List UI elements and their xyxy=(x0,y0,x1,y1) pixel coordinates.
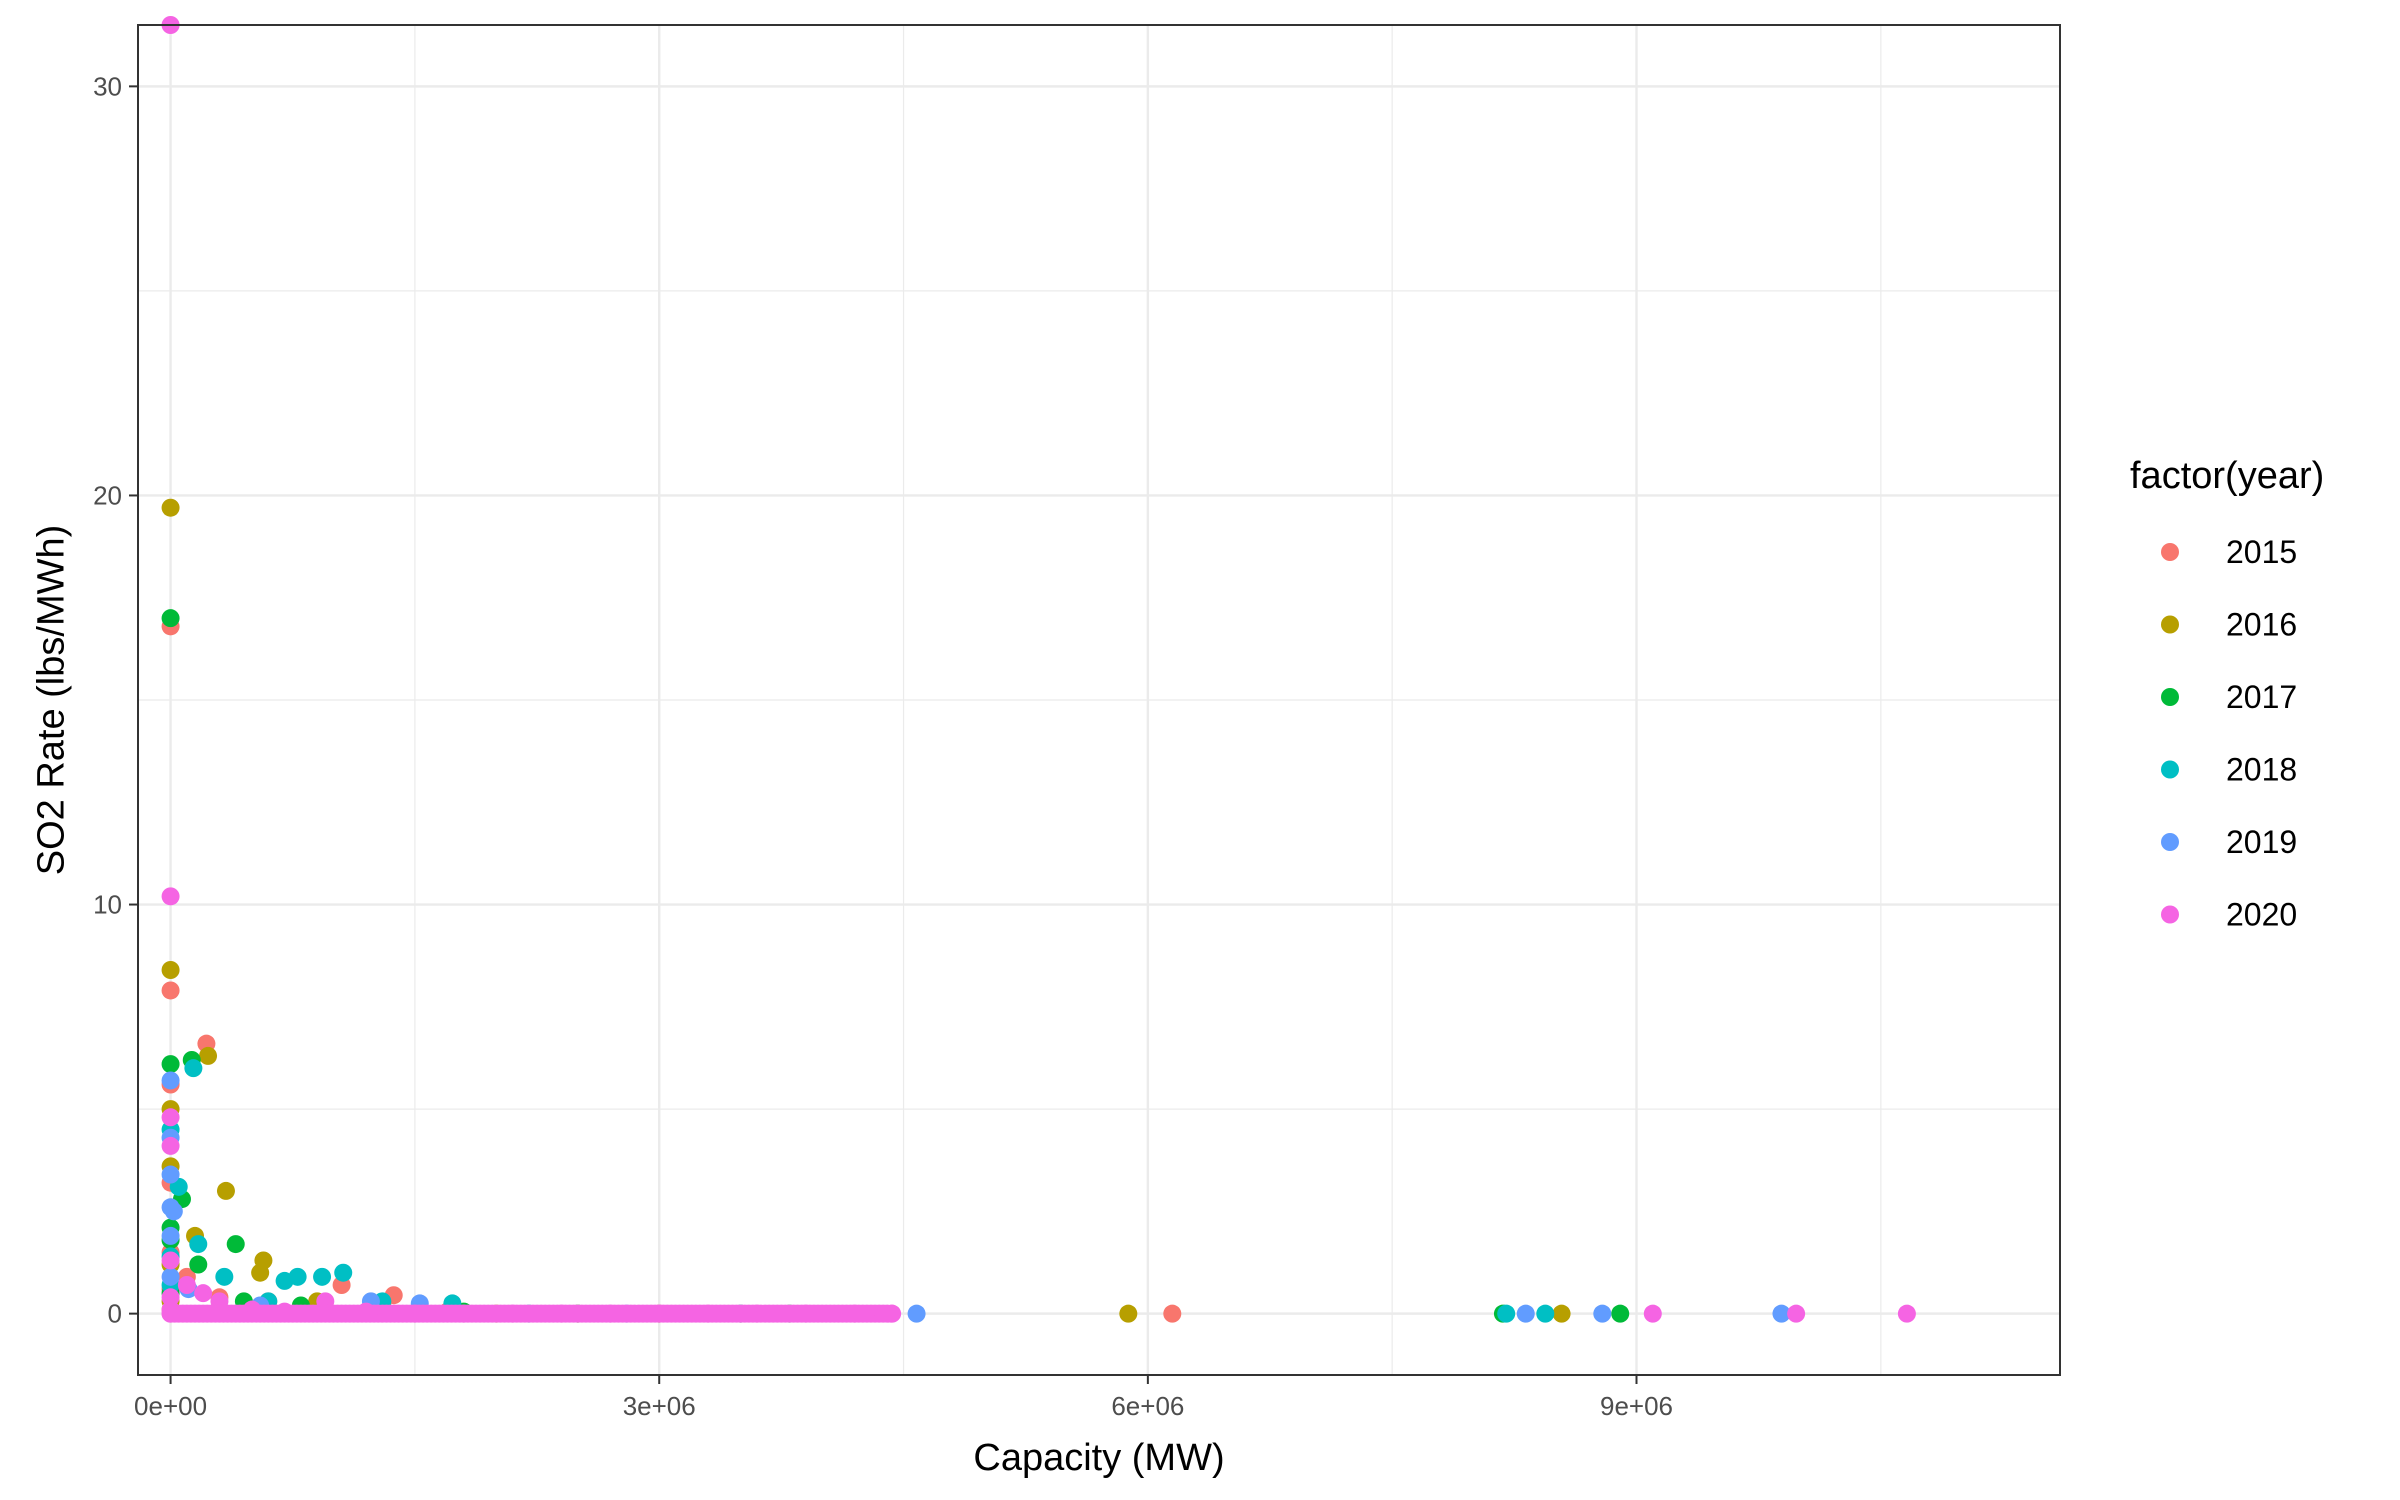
data-point xyxy=(161,498,180,517)
legend-item-2018: 2018 xyxy=(2161,752,2297,788)
legend-title: factor(year) xyxy=(2130,455,2324,497)
data-point xyxy=(288,1267,307,1286)
x-tick-label: 0e+00 xyxy=(134,1391,207,1421)
data-point xyxy=(1536,1304,1555,1323)
grid-lines xyxy=(138,25,2060,1375)
data-point xyxy=(161,1136,180,1155)
data-point xyxy=(177,1276,196,1294)
x-tick-label: 9e+06 xyxy=(1600,1391,1673,1421)
data-point xyxy=(1611,1304,1630,1323)
data-point xyxy=(226,1235,245,1254)
data-point xyxy=(161,887,180,906)
data-points xyxy=(161,16,1916,1323)
legend-item-2020: 2020 xyxy=(2161,897,2297,933)
data-point xyxy=(254,1251,273,1270)
data-point xyxy=(161,961,180,979)
legend: factor(year) 2015 2016 2017 2018 2019 2020 xyxy=(2130,455,2324,933)
data-point xyxy=(1643,1304,1662,1323)
data-point xyxy=(1552,1304,1571,1323)
data-point xyxy=(184,1059,203,1078)
data-point xyxy=(161,981,180,1000)
x-axis-title: Capacity (MW) xyxy=(973,1437,1224,1479)
series-2020-dense-band xyxy=(161,1304,901,1323)
data-point xyxy=(1897,1304,1916,1323)
data-point xyxy=(161,1108,180,1127)
data-point xyxy=(194,1284,213,1303)
data-point xyxy=(882,1304,901,1323)
data-point xyxy=(1497,1304,1516,1323)
data-point xyxy=(161,1226,180,1245)
legend-label: 2015 xyxy=(2226,534,2297,570)
legend-item-2015: 2015 xyxy=(2161,534,2297,570)
legend-key xyxy=(2161,615,2179,634)
x-tick-label: 3e+06 xyxy=(623,1391,696,1421)
data-point xyxy=(1163,1304,1182,1323)
data-point xyxy=(313,1267,332,1286)
data-point xyxy=(189,1255,208,1274)
legend-item-2016: 2016 xyxy=(2161,607,2297,643)
data-point xyxy=(907,1304,926,1323)
data-point xyxy=(215,1267,234,1286)
data-point xyxy=(216,1181,235,1200)
data-point xyxy=(161,1055,180,1074)
legend-item-2017: 2017 xyxy=(2161,679,2297,715)
data-point xyxy=(1119,1304,1138,1323)
legend-key xyxy=(2161,543,2179,561)
data-point xyxy=(199,1046,218,1065)
data-point xyxy=(334,1263,353,1282)
legend-label: 2018 xyxy=(2226,752,2297,788)
data-point xyxy=(1772,1304,1791,1323)
data-point xyxy=(1787,1304,1806,1323)
data-point xyxy=(161,1165,180,1184)
data-point xyxy=(161,1071,180,1090)
data-point xyxy=(161,1267,180,1286)
data-point xyxy=(161,609,180,628)
legend-key xyxy=(2161,833,2179,851)
y-axis-title: SO2 Rate (lbs/MWh) xyxy=(30,525,72,876)
legend-label: 2017 xyxy=(2226,679,2297,715)
axis-ticks: 0e+00 3e+06 6e+06 9e+06 0 10 20 30 xyxy=(93,71,1673,1421)
data-point xyxy=(164,1202,183,1221)
data-point xyxy=(1593,1304,1612,1323)
y-tick-label: 0 xyxy=(108,1299,122,1329)
data-point xyxy=(1516,1304,1535,1323)
legend-key xyxy=(2161,905,2179,924)
data-point xyxy=(161,1251,180,1270)
y-tick-label: 20 xyxy=(93,480,122,510)
legend-item-2019: 2019 xyxy=(2161,824,2297,860)
plot-panel-border xyxy=(137,24,2061,1376)
legend-key xyxy=(2161,688,2179,706)
legend-label: 2019 xyxy=(2226,824,2297,860)
legend-label: 2020 xyxy=(2226,897,2297,933)
legend-key xyxy=(2161,760,2179,779)
y-tick-label: 10 xyxy=(93,890,122,920)
data-point xyxy=(189,1235,208,1254)
legend-label: 2016 xyxy=(2226,607,2297,643)
y-tick-label: 30 xyxy=(93,71,122,101)
x-tick-label: 6e+06 xyxy=(1111,1391,1184,1421)
